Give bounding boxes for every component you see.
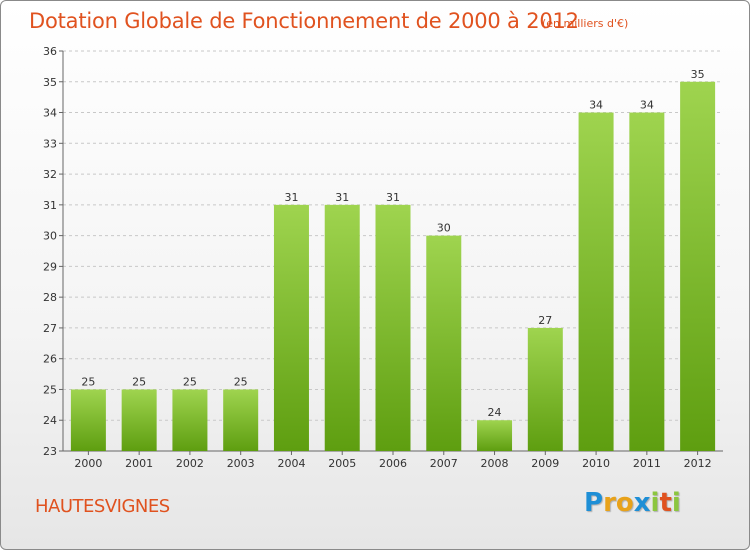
x-tick-label: 2007 (430, 457, 458, 470)
value-label: 25 (81, 375, 95, 388)
bar-2002 (172, 389, 208, 451)
y-tick-label: 26 (43, 353, 57, 366)
value-label: 35 (691, 68, 705, 81)
bar-2009 (527, 327, 563, 451)
value-label: 31 (284, 191, 298, 204)
y-tick-label: 36 (43, 45, 57, 58)
logo-letter: i (671, 488, 681, 518)
x-tick-label: 2005 (328, 457, 356, 470)
x-tick-label: 2012 (684, 457, 712, 470)
x-tick-label: 2004 (277, 457, 305, 470)
value-label: 25 (183, 375, 197, 388)
y-tick-label: 31 (43, 199, 57, 212)
value-label: 25 (132, 375, 146, 388)
logo-letter: x (633, 488, 651, 518)
bar-2007 (426, 235, 462, 451)
axes: 23 24 25 26 27 28 29 30 31 32 33 34 35 36 2000 2001 2002… (43, 45, 723, 470)
x-tick-label: 2001 (125, 457, 153, 470)
value-label: 31 (335, 191, 349, 204)
x-tick-label: 2006 (379, 457, 407, 470)
bar-2005 (324, 204, 360, 451)
bar-2004 (273, 204, 309, 451)
y-tick-label: 29 (43, 260, 57, 273)
bar-2006 (375, 204, 411, 451)
x-tick-label: 2003 (227, 457, 255, 470)
value-label: 34 (589, 99, 603, 112)
bar-2008 (477, 420, 513, 451)
bar-2001 (121, 389, 157, 451)
bar-2012 (680, 81, 716, 452)
bar-2011 (629, 112, 665, 452)
y-tick-label: 23 (43, 445, 57, 458)
logo-letter: o (615, 488, 634, 518)
value-label: 30 (437, 222, 451, 235)
x-tick-label: 2011 (633, 457, 661, 470)
x-tick-label: 2009 (531, 457, 559, 470)
logo-letter: i (650, 488, 660, 518)
y-tick-label: 35 (43, 76, 57, 89)
logo-letter: t (659, 488, 672, 518)
value-labels: 25 25 25 25 31 31 31 30 24 27 34 34 35 (81, 68, 704, 419)
commune-name: HAUTESVIGNES (35, 496, 170, 517)
y-tick-label: 24 (43, 414, 57, 427)
bar-2003 (223, 389, 259, 451)
value-label: 27 (538, 314, 552, 327)
value-label: 34 (640, 99, 654, 112)
bar-2010 (578, 112, 614, 452)
x-tick-label: 2008 (481, 457, 509, 470)
y-tick-label: 30 (43, 230, 57, 243)
chart-subtitle: (en milliers d'€) (542, 17, 629, 30)
y-tick-label: 33 (43, 137, 57, 150)
proxiti-logo[interactable]: Proxiti (584, 488, 681, 518)
logo-letter: P (584, 488, 604, 518)
y-tick-label: 28 (43, 291, 57, 304)
value-label: 31 (386, 191, 400, 204)
x-tick-label: 2002 (176, 457, 204, 470)
logo-letter: r (603, 488, 616, 518)
bars (70, 81, 716, 452)
chart-title: Dotation Globale de Fonctionnement de 20… (29, 9, 579, 33)
x-tick-label: 2000 (74, 457, 102, 470)
y-tick-label: 25 (43, 383, 57, 396)
y-tick-label: 32 (43, 168, 57, 181)
y-tick-label: 34 (43, 107, 57, 120)
bar-2000 (70, 389, 106, 451)
value-label: 24 (488, 406, 502, 419)
x-tick-label: 2010 (582, 457, 610, 470)
value-label: 25 (234, 375, 248, 388)
y-tick-label: 27 (43, 322, 57, 335)
